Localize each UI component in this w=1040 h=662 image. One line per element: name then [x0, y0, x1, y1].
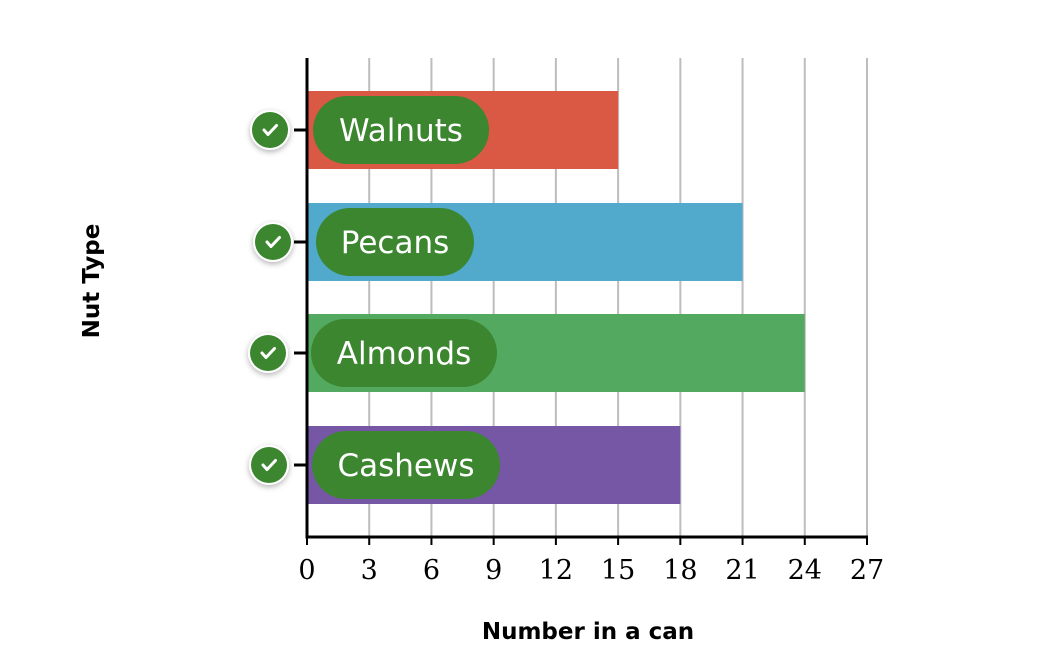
x-tick-label: 12	[539, 555, 573, 586]
x-tick-label: 0	[298, 555, 315, 586]
check-circle-icon[interactable]	[250, 110, 290, 150]
category-pill[interactable]	[313, 96, 489, 164]
category-pill[interactable]	[311, 319, 497, 387]
check-circle-icon[interactable]	[253, 222, 293, 262]
x-tick-label: 21	[725, 555, 759, 586]
x-tick-label: 9	[485, 555, 502, 586]
x-axis-title: Number in a can	[482, 619, 694, 645]
category-label: Walnuts	[339, 113, 463, 149]
category-pill[interactable]	[312, 431, 500, 499]
x-tick-label: 18	[663, 555, 697, 586]
y-axis-title: Nut Type	[79, 224, 105, 339]
x-tick-label: 6	[423, 555, 440, 586]
check-circle-icon[interactable]	[248, 333, 288, 373]
x-tick-labels: 0 3 6 9 12 15 18 21 24 27	[298, 555, 884, 586]
category-label: Almonds	[337, 336, 471, 372]
category-labels: Walnuts Pecans Almonds Cashews	[248, 96, 500, 499]
axes	[294, 58, 868, 545]
category-label: Cashews	[337, 448, 474, 484]
category-label: Pecans	[341, 225, 450, 261]
category-pill[interactable]	[316, 208, 474, 276]
x-tick-label: 15	[601, 555, 635, 586]
check-circle-icon[interactable]	[249, 445, 289, 485]
x-tick-label: 27	[850, 555, 884, 586]
x-tick-label: 24	[788, 555, 822, 586]
x-tick-label: 3	[361, 555, 378, 586]
